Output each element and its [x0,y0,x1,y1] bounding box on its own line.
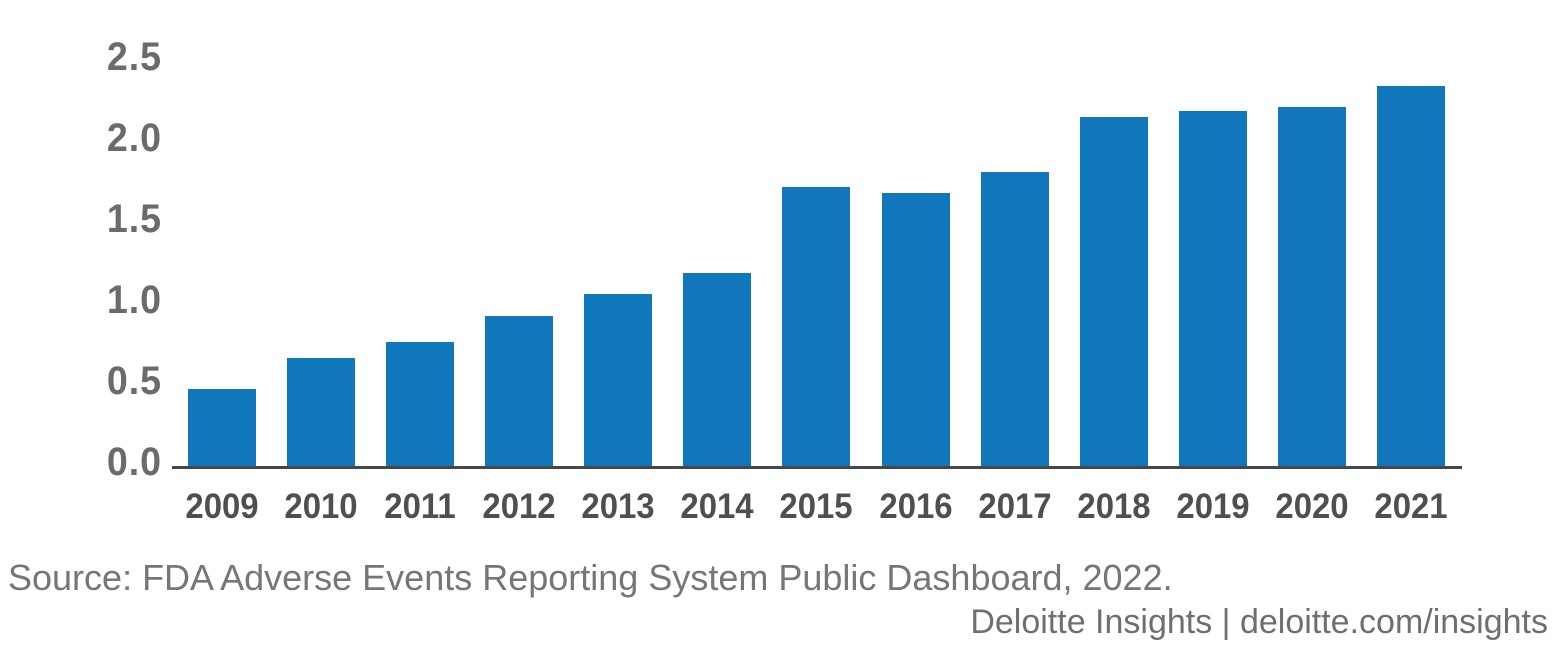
bar-2019 [1178,110,1247,467]
x-label-2020: 2020 [1275,487,1349,526]
x-label-2009: 2009 [185,487,259,526]
y-tick-label-2.0: 2.0 [106,116,162,160]
y-tick-label-2.5: 2.5 [106,35,162,79]
x-label-2015: 2015 [779,487,854,526]
x-label-2013: 2013 [581,487,655,526]
x-label-2018: 2018 [1077,487,1151,526]
deloitte-insights-branding: Deloitte Insights | deloitte.com/insight… [970,603,1548,641]
source-note: Source: FDA Adverse Events Reporting Sys… [8,557,1173,598]
bar-2020 [1277,107,1346,467]
x-label-2016: 2016 [878,487,953,526]
bar-2018 [1079,117,1148,467]
bar-2013 [584,293,653,467]
y-tick-label-1.5: 1.5 [106,197,162,241]
x-label-2011: 2011 [384,487,456,526]
bar-2017 [980,172,1049,467]
bar-2009 [188,389,256,467]
bar-2010 [287,358,356,467]
y-tick-label-0.0: 0.0 [106,440,162,484]
bar-2011 [386,342,455,467]
x-label-2019: 2019 [1176,487,1250,526]
x-label-2014: 2014 [680,487,754,526]
x-label-2021: 2021 [1374,487,1448,526]
y-tick-label-0.5: 0.5 [106,359,162,403]
bar-2015 [782,186,851,467]
bar-2021 [1376,86,1445,467]
x-axis-line [172,466,1462,469]
y-tick-label-1.0: 1.0 [106,278,162,322]
x-label-2010: 2010 [284,487,358,526]
x-label-2017: 2017 [978,487,1052,526]
bar-2014 [683,272,752,467]
bar-2016 [881,193,950,467]
bar-2012 [485,316,554,467]
x-label-2012: 2012 [482,487,556,526]
